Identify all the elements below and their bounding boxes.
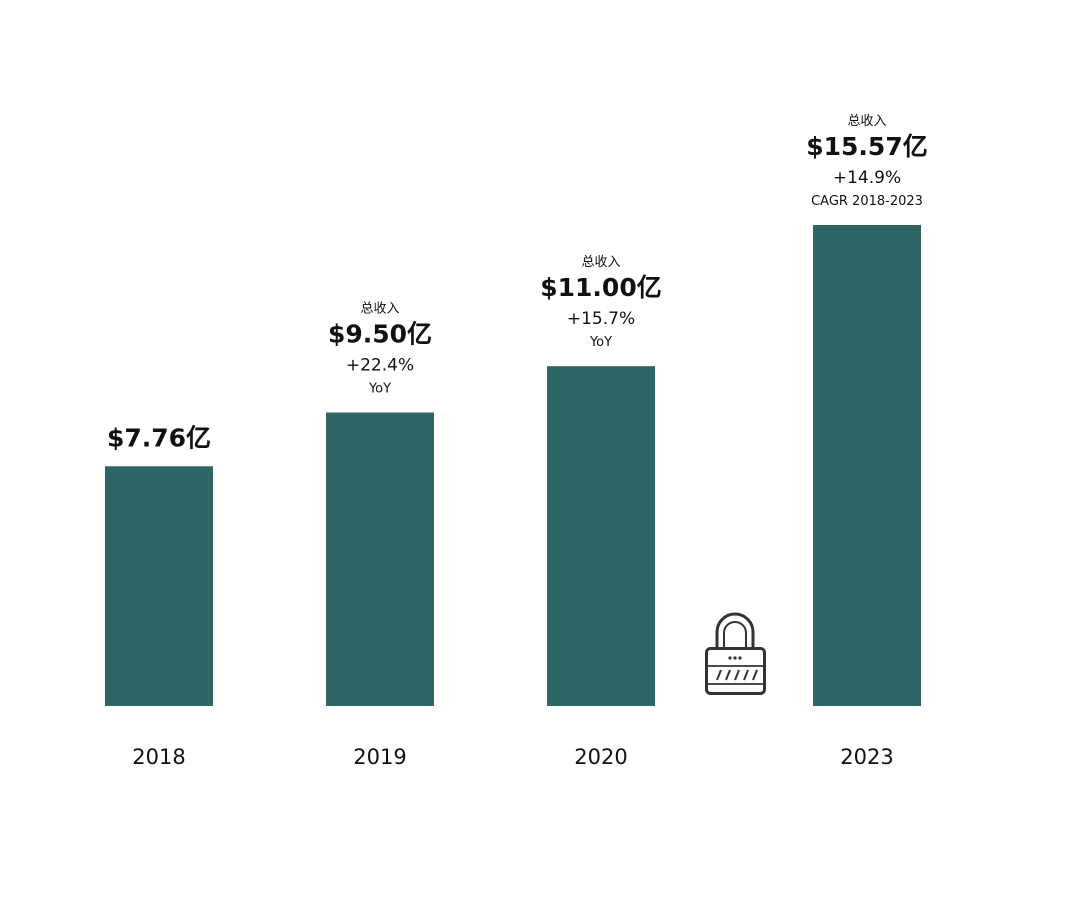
value-label-2019: $9.50亿	[328, 320, 432, 349]
growth-label-2023: +14.9%	[833, 168, 901, 188]
growth-label-2020: +15.7%	[567, 309, 635, 329]
growth-label-2019: +22.4%	[346, 356, 414, 376]
year-label-2018: 2018	[132, 745, 185, 769]
metric-label-2020: 总收入	[581, 255, 620, 270]
note-label-2019: YoY	[368, 382, 391, 397]
year-label-2019: 2019	[353, 745, 406, 769]
lock-icon	[705, 612, 766, 695]
metric-label-2019: 总收入	[360, 302, 399, 317]
value-label-2018: $7.76亿	[107, 423, 211, 452]
note-label-2020: YoY	[589, 335, 612, 350]
value-label-2020: $11.00亿	[540, 273, 661, 302]
bar-2018	[105, 466, 213, 706]
note-label-2023: CAGR 2018-2023	[811, 194, 923, 209]
bar-2019	[326, 412, 434, 706]
year-label-2023: 2023	[840, 745, 893, 769]
bar-2020	[547, 366, 655, 706]
metric-label-2023: 总收入	[847, 114, 886, 129]
bar-2023	[813, 225, 921, 706]
year-label-2020: 2020	[574, 745, 627, 769]
bars-group	[105, 225, 921, 706]
labels-group: 2018 $7.76亿 2019 YoY +22.4% $9.50亿 总收入 2020 YoY +…	[107, 114, 928, 769]
value-label-2023: $15.57亿	[806, 132, 927, 161]
